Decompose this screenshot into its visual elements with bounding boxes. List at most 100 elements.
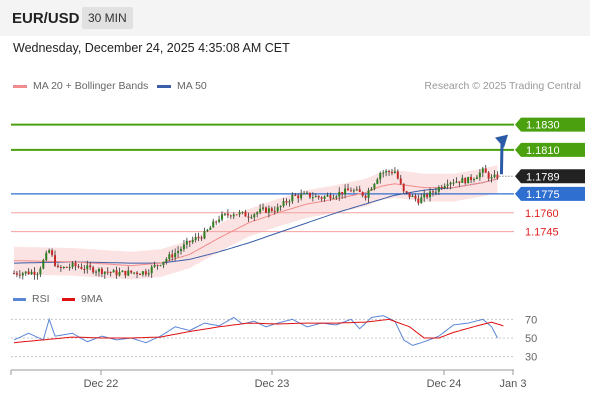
- candle-body: [68, 266, 71, 268]
- candle-body: [182, 244, 185, 250]
- candle-body: [349, 190, 352, 192]
- candle-body: [83, 268, 86, 270]
- legend-item-9ma: 9MA: [62, 293, 103, 305]
- candle-body: [241, 211, 244, 213]
- candle-body: [282, 201, 285, 206]
- chart-header: EUR/USD 30 MIN: [0, 0, 590, 36]
- price-label-1.1775: 1.1775: [526, 189, 560, 201]
- candle-body: [434, 191, 437, 193]
- timeframe-button[interactable]: 30 MIN: [82, 7, 133, 29]
- candle-body: [191, 239, 194, 243]
- price-label-1.1810: 1.1810: [526, 145, 560, 157]
- candle-body: [177, 251, 180, 254]
- candle-body: [168, 254, 171, 260]
- candle-body: [138, 274, 141, 276]
- candle-body: [80, 267, 83, 269]
- candle-body: [402, 183, 405, 192]
- candle-body: [150, 266, 153, 274]
- legend-swatch-rsi: [13, 297, 26, 301]
- rsi-ma-line: [13, 318, 504, 344]
- candle-body: [264, 207, 267, 213]
- candle-body: [329, 195, 332, 199]
- candle-body: [493, 174, 496, 178]
- candle-body: [24, 271, 27, 274]
- candle-body: [89, 265, 92, 268]
- candle-body: [56, 265, 59, 267]
- price-label-1.1830: 1.1830: [526, 120, 560, 132]
- candle-body: [133, 272, 136, 274]
- candle-body: [279, 205, 282, 208]
- candle-body: [235, 214, 238, 216]
- candle-body: [385, 170, 388, 173]
- legend-swatch-ma50: [157, 84, 171, 88]
- candle-body: [364, 195, 367, 198]
- candle-body: [206, 229, 209, 232]
- legend-item-rsi: RSI: [13, 293, 50, 305]
- candle-body: [473, 178, 476, 181]
- candle-body: [446, 184, 449, 186]
- candle-body: [244, 211, 247, 217]
- rsi-tick-50: 50: [525, 333, 537, 345]
- candle-body: [414, 195, 417, 199]
- candle-body: [212, 221, 215, 228]
- candle-body: [452, 182, 455, 184]
- candle-body: [358, 189, 361, 193]
- candle-body: [45, 252, 48, 261]
- candle-body: [440, 187, 443, 189]
- candle-body: [15, 273, 18, 275]
- legend-label-9ma: 9MA: [81, 293, 103, 305]
- time-label-Dec 23: Dec 23: [255, 378, 290, 390]
- candle-body: [399, 178, 402, 184]
- candle-body: [171, 254, 174, 258]
- candle-body: [373, 183, 376, 189]
- candle-body: [247, 216, 250, 218]
- candle-body: [112, 270, 115, 273]
- candle-body: [200, 237, 203, 239]
- forecast-arrow-head: [495, 134, 508, 148]
- candle-body: [323, 196, 326, 199]
- time-label-Jan 3: Jan 3: [500, 378, 527, 390]
- candle-body: [232, 214, 235, 217]
- candle-body: [259, 208, 262, 213]
- candle-body: [59, 266, 62, 269]
- time-label-Dec 24: Dec 24: [427, 378, 462, 390]
- candle-body: [311, 197, 314, 199]
- candle-body: [223, 213, 226, 215]
- candle-body: [51, 250, 54, 256]
- candle-body: [388, 170, 391, 172]
- candle-body: [165, 259, 168, 262]
- candle-body: [276, 207, 279, 212]
- candle-body: [218, 219, 221, 222]
- candle-body: [144, 271, 147, 275]
- candle-body: [423, 194, 426, 198]
- candle-body: [221, 214, 224, 220]
- candle-body: [470, 176, 473, 181]
- candle-body: [487, 172, 490, 179]
- candle-body: [308, 192, 311, 198]
- legend-label-rsi: RSI: [32, 293, 50, 305]
- candle-body: [355, 189, 358, 191]
- candle-body: [484, 168, 487, 173]
- candle-body: [71, 262, 74, 267]
- candle-body: [39, 268, 42, 275]
- candle-body: [376, 179, 379, 184]
- time-label-Dec 22: Dec 22: [84, 378, 119, 390]
- legend-item-ma50: MA 50: [157, 80, 207, 92]
- candle-body: [314, 195, 317, 198]
- candle-body: [285, 201, 288, 203]
- candle-body: [338, 192, 341, 197]
- candle-body: [153, 264, 156, 267]
- candle-body: [209, 227, 212, 230]
- forecast-arrow-shaft: [499, 142, 504, 175]
- candle-body: [443, 185, 446, 189]
- candle-body: [475, 177, 478, 179]
- candle-body: [54, 255, 57, 266]
- candle-body: [262, 207, 265, 209]
- candle-body: [42, 260, 45, 269]
- candle-body: [253, 214, 256, 218]
- candle-body: [341, 192, 344, 195]
- price-tag-1.1789: [515, 169, 585, 184]
- candle-body: [62, 266, 65, 269]
- candle-body: [147, 273, 150, 275]
